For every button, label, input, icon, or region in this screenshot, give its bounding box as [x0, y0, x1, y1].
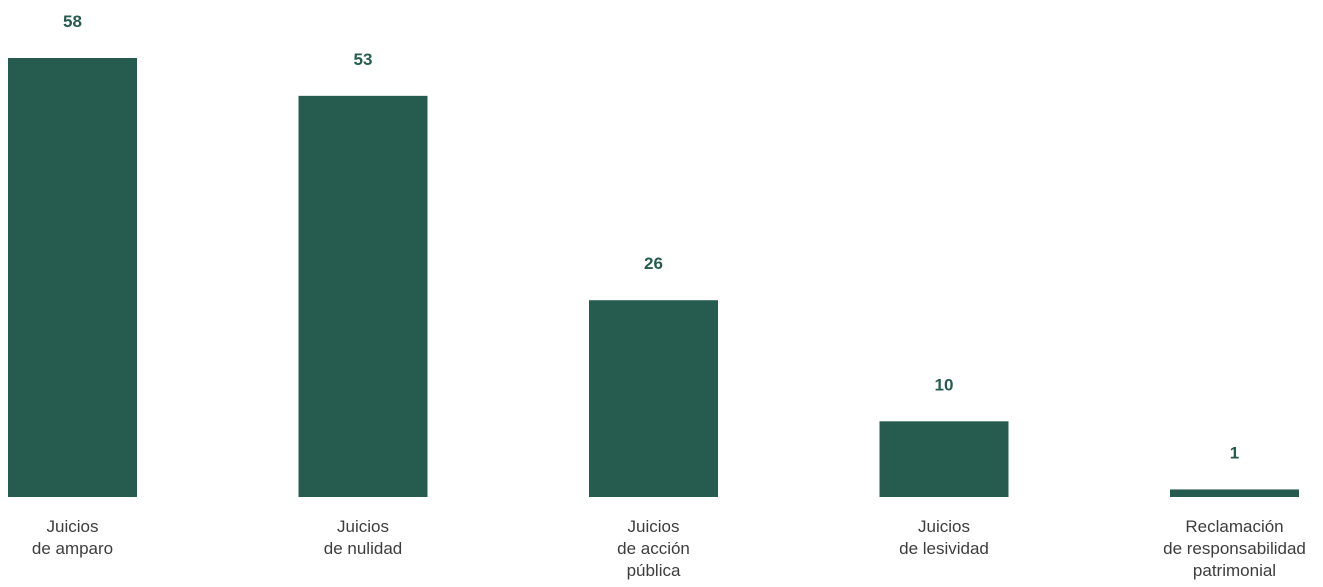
category-label-line: de lesividad	[899, 539, 989, 558]
category-label: Juicios de nulidad	[324, 517, 402, 558]
bar-value-label: 10	[935, 375, 954, 394]
category-label-line: Juicios	[628, 517, 680, 536]
category-label-line: Reclamación	[1185, 517, 1283, 536]
category-label-line: Juicios	[47, 517, 99, 536]
category-label-line: de nulidad	[324, 539, 402, 558]
category-label-line: de amparo	[32, 539, 113, 558]
bar-value-label: 26	[644, 254, 663, 273]
bar	[299, 96, 428, 497]
bar-value-label: 1	[1230, 443, 1239, 462]
category-label: Juicios de lesividad	[899, 517, 989, 558]
category-label: Reclamación de responsabilidad patrimonial	[1163, 517, 1306, 580]
category-label: Juicios de amparo	[32, 517, 113, 558]
bar-value-label: 53	[354, 50, 373, 69]
category-label-line: patrimonial	[1193, 561, 1276, 580]
bar	[880, 421, 1009, 497]
bar	[589, 300, 718, 497]
bars-group	[8, 58, 1299, 497]
bar-value-label: 58	[63, 12, 82, 31]
category-label: Juicios de acción pública	[617, 517, 690, 580]
bar	[8, 58, 137, 497]
bar	[1170, 489, 1299, 497]
category-label-line: Juicios	[337, 517, 389, 536]
category-label-line: de responsabilidad	[1163, 539, 1306, 558]
category-label-line: Juicios	[918, 517, 970, 536]
category-label-line: de acción	[617, 539, 690, 558]
category-label-line: pública	[627, 561, 681, 580]
